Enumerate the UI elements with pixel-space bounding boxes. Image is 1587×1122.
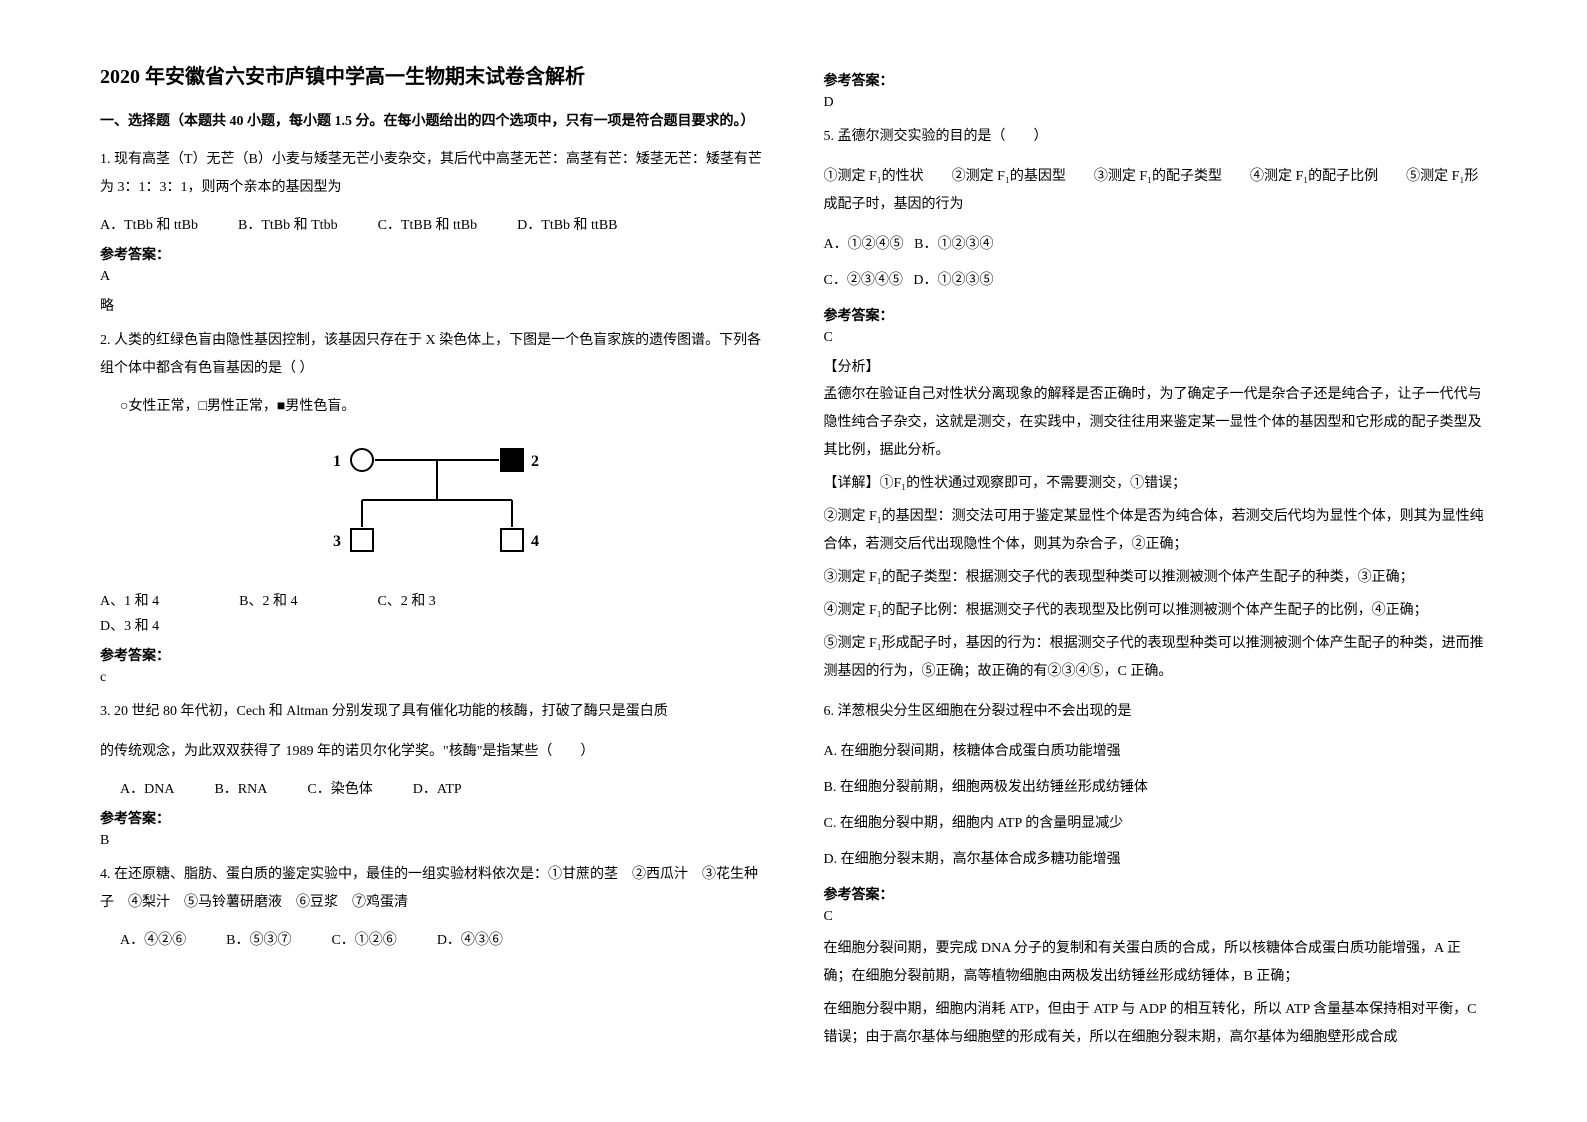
q2-answer: c [100,670,764,686]
q1-answer: A [100,269,764,285]
pedigree-diagram: 1 2 3 4 [100,430,764,575]
q4-opt-c: C．①②⑥ [331,929,396,949]
q6-opt-a: A. 在细胞分裂间期，核糖体合成蛋白质功能增强 [824,738,1488,766]
q5-detail-5: ⑤测定 F₁形成配子时，基因的行为：根据测交子代的表现型种类可以推测被测个体产生… [824,630,1488,686]
svg-text:2: 2 [531,453,539,470]
q1-note: 略 [100,295,764,315]
q5-detail-label: 【详解】①F₁的性状通过观察即可，不需要测交，①错误； [824,470,1488,498]
q2-options-row2: D、3 和 4 [100,615,764,635]
question-6: 6. 洋葱根尖分生区细胞在分裂过程中不会出现的是 [824,698,1488,726]
q1-opt-d: D．TtBb 和 ttBB [517,214,617,234]
answer-label-2: 参考答案： [100,645,764,665]
q3-options: A．DNA B．RNA C．染色体 D．ATP [120,778,764,798]
q5-detail-4: ④测定 F₁的配子比例：根据测交子代的表现型及比例可以推测被测个体产生配子的比例… [824,597,1488,625]
q2-opt-b: B、2 和 4 [239,590,297,610]
answer-label: 参考答案： [100,244,764,264]
q5-opt-d: D．①②③⑤ [913,273,993,288]
q6-opt-c: C. 在细胞分裂中期，细胞内 ATP 的含量明显减少 [824,810,1488,838]
q3-opt-a: A．DNA [120,778,174,798]
exam-title: 2020 年安徽省六安市庐镇中学高一生物期末试卷含解析 [100,60,764,89]
question-1: 1. 现有高茎（T）无芒（B）小麦与矮茎无芒小麦杂交，其后代中高茎无芒：高茎有芒… [100,146,764,202]
answer-label-4: 参考答案： [824,70,1488,90]
q6-analysis-2: 在细胞分裂中期，细胞内消耗 ATP，但由于 ATP 与 ADP 的相互转化，所以… [824,996,1488,1052]
q2-legend: ○女性正常，□男性正常，■男性色盲。 [120,395,764,415]
q6-analysis-1: 在细胞分裂间期，要完成 DNA 分子的复制和有关蛋白质的合成，所以核糖体合成蛋白… [824,935,1488,991]
q6-answer: C [824,909,1488,925]
q5-detail-3: ③测定 F₁的配子类型：根据测交子代的表现型种类可以推测被测个体产生配子的种类，… [824,564,1488,592]
q3-opt-b: B．RNA [214,778,267,798]
q5-options: A．①②④⑤ B．①②③④ [824,231,1488,259]
q5-options-2: C．②③④⑤ D．①②③⑤ [824,267,1488,295]
question-5: 5. 孟德尔测交实验的目的是（ ） [824,123,1488,151]
q5-answer: C [824,330,1488,346]
q3-opt-d: D．ATP [413,778,462,798]
question-3-line1: 3. 20 世纪 80 年代初，Cech 和 Altman 分别发现了具有催化功… [100,698,764,726]
q5-detail-2: ②测定 F₁的基因型：测交法可用于鉴定某显性个体是否为纯合体，若测交后代均为显性… [824,503,1488,559]
q1-options: A．TtBb 和 ttBb B．TtBb 和 Ttbb C．TtBB 和 ttB… [100,214,764,234]
right-column: 参考答案： D 5. 孟德尔测交实验的目的是（ ） ①测定 F₁的性状 ②测定 … [824,60,1488,1062]
q4-opt-d: D．④③⑥ [437,929,503,949]
q4-opt-a: A．④②⑥ [120,929,186,949]
section-header: 一、选择题（本题共 40 小题，每小题 1.5 分。在每小题给出的四个选项中，只… [100,109,764,134]
q4-options: A．④②⑥ B．⑤③⑦ C．①②⑥ D．④③⑥ [120,929,764,949]
q3-answer: B [100,833,764,849]
q2-options-row1: A、1 和 4 B、2 和 4 C、2 和 3 [100,590,764,610]
q4-answer: D [824,95,1488,111]
q1-opt-b: B．TtBb 和 Ttbb [238,214,338,234]
svg-text:3: 3 [333,533,341,550]
q2-opt-d: D、3 和 4 [100,615,159,635]
svg-text:1: 1 [333,453,341,470]
q6-opt-b: B. 在细胞分裂前期，细胞两极发出纺锤丝形成纺锤体 [824,774,1488,802]
q5-opt-c: C．②③④⑤ [824,273,903,288]
q5-choices: ①测定 F₁的性状 ②测定 F₁的基因型 ③测定 F₁的配子类型 ④测定 F₁的… [824,163,1488,219]
q1-opt-a: A．TtBb 和 ttBb [100,214,198,234]
q5-detail-1: ①F₁的性状通过观察即可，不需要测交，①错误； [880,476,1187,491]
q2-opt-c: C、2 和 3 [377,590,435,610]
q4-opt-b: B．⑤③⑦ [226,929,291,949]
q1-opt-c: C．TtBB 和 ttBb [378,214,478,234]
question-4: 4. 在还原糖、脂肪、蛋白质的鉴定实验中，最佳的一组实验材料依次是：①甘蔗的茎 … [100,861,764,917]
q5-opt-a: A．①②④⑤ [824,237,904,252]
q2-opt-a: A、1 和 4 [100,590,159,610]
detail-label: 【详解】 [824,476,880,491]
svg-text:4: 4 [531,533,539,550]
q5-analysis: 孟德尔在验证自己对性状分离现象的解释是否正确时，为了确定子一代是杂合子还是纯合子… [824,381,1488,465]
left-column: 2020 年安徽省六安市庐镇中学高一生物期末试卷含解析 一、选择题（本题共 40… [100,60,764,1062]
answer-label-5: 参考答案： [824,305,1488,325]
question-3-line2: 的传统观念，为此双双获得了 1989 年的诺贝尔化学奖。"核酶"是指某些（ ） [100,738,764,766]
q5-opt-b: B．①②③④ [914,237,993,252]
q6-opt-d: D. 在细胞分裂末期，高尔基体合成多糖功能增强 [824,846,1488,874]
answer-label-6: 参考答案： [824,884,1488,904]
analysis-label: 【分析】 [824,356,1488,376]
question-2: 2. 人类的红绿色盲由隐性基因控制，该基因只存在于 X 染色体上，下图是一个色盲… [100,327,764,383]
answer-label-3: 参考答案： [100,808,764,828]
q3-opt-c: C．染色体 [307,778,372,798]
